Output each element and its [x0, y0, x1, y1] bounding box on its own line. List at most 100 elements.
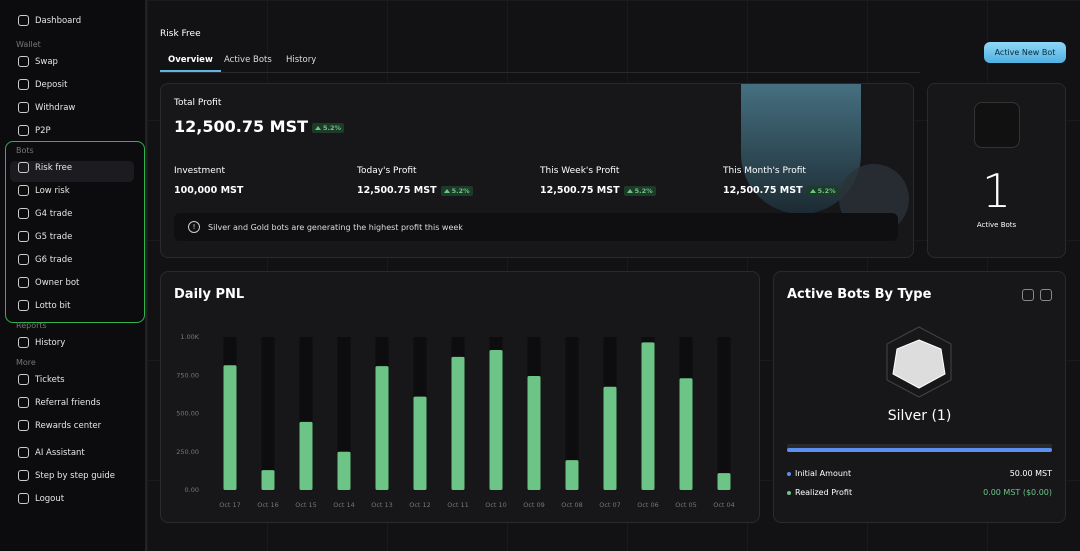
x-tick-label: Oct 06	[637, 501, 659, 509]
x-tick-label: Oct 15	[295, 501, 317, 509]
nav-item[interactable]: Referral friends	[18, 397, 100, 408]
nav-icon	[18, 493, 29, 504]
x-tick-label: Oct 12	[409, 501, 431, 509]
change-badge: 5.2%	[440, 185, 473, 196]
value: 12,500.75 MST	[723, 185, 803, 196]
bar	[299, 421, 313, 490]
section-title: More	[16, 358, 36, 367]
bot-icon	[974, 102, 1020, 148]
nav-label: Swap	[35, 56, 58, 67]
nav-item[interactable]: Swap	[18, 56, 58, 67]
label: Initial Amount	[795, 469, 852, 478]
stat: Today's Profit 12,500.75 MST 5.2%	[357, 166, 473, 196]
nav-item[interactable]: AI Assistant	[18, 447, 85, 458]
value: 12,500.75 MST	[357, 185, 437, 196]
tab[interactable]: Overview	[160, 50, 221, 72]
x-tick-label: Oct 04	[713, 501, 735, 509]
stat-value: 100,000 MST	[174, 185, 243, 196]
nav-label: History	[35, 337, 66, 348]
bar	[527, 376, 541, 490]
bar	[679, 378, 693, 490]
stat-value: 12,500.75 MST 5.2%	[723, 185, 839, 196]
radar-shape	[892, 339, 946, 389]
row-value: 0.00 MST ($0.00)	[983, 488, 1052, 497]
bar-track	[717, 337, 731, 490]
value: 12,500.75 MST	[540, 185, 620, 196]
nav-icon	[18, 420, 29, 431]
info-icon: !	[188, 221, 200, 233]
nav-icon	[18, 277, 29, 288]
x-tick-label: Oct 10	[485, 501, 507, 509]
dot	[787, 471, 791, 476]
x-tick-label: Oct 16	[257, 501, 279, 509]
stat-label: This Week's Profit	[540, 166, 620, 176]
total-profit-label: Total Profit	[174, 98, 222, 108]
nav-icon	[18, 125, 29, 136]
nav-item[interactable]: Dashboard	[18, 15, 81, 26]
tab[interactable]: Active Bots	[224, 55, 272, 65]
nav-icon	[18, 79, 29, 90]
bar-track	[261, 337, 275, 490]
change-badge: 5.2%	[806, 185, 839, 196]
nav-item[interactable]: Deposit	[18, 79, 68, 90]
nav-icon	[18, 15, 29, 26]
nav-item[interactable]: P2P	[18, 125, 51, 136]
progress-fill	[787, 448, 1052, 452]
nav-label: P2P	[35, 125, 51, 136]
nav-icon	[18, 300, 29, 311]
x-tick-label: Oct 14	[333, 501, 355, 509]
nav-icon	[18, 470, 29, 481]
nav-item[interactable]: Owner bot	[18, 277, 79, 288]
prev-button[interactable]	[1022, 289, 1034, 301]
row-label: Initial Amount	[787, 469, 851, 478]
x-tick-label: Oct 17	[219, 501, 241, 509]
y-tick-label: 0.00	[185, 486, 199, 494]
nav-item[interactable]: Logout	[18, 493, 64, 504]
nav-icon	[18, 337, 29, 348]
nav-icon	[18, 208, 29, 219]
stat-label: Today's Profit	[357, 166, 417, 176]
nav-item[interactable]: Tickets	[18, 374, 65, 385]
nav-label: G4 trade	[35, 208, 73, 219]
next-button[interactable]	[1040, 289, 1052, 301]
nav-item[interactable]: G4 trade	[18, 208, 72, 219]
bar	[565, 460, 579, 490]
nav-item[interactable]: G6 trade	[18, 254, 72, 265]
row-value: 50.00 MST	[1009, 469, 1052, 478]
nav-item[interactable]: Rewards center	[18, 420, 101, 431]
nav-item[interactable]: Risk free	[18, 162, 72, 173]
active-item-bg	[10, 161, 134, 182]
total-profit-value: 12,500.75 MST 5.2%	[174, 117, 345, 136]
main: Risk Free Overview Active Bots History Act…	[147, 0, 1080, 551]
nav-item[interactable]: G5 trade	[18, 231, 72, 242]
nav-label: Tickets	[35, 374, 65, 385]
nav-item[interactable]: Withdraw	[18, 102, 75, 113]
tab[interactable]: History	[286, 55, 317, 65]
info-row: Initial Amount 50.00 MST	[787, 469, 1052, 478]
nav-item[interactable]: Lotto bit	[18, 300, 70, 311]
dot	[787, 490, 791, 495]
nav-label: G6 trade	[35, 254, 73, 265]
nav-item[interactable]: Step by step guide	[18, 470, 115, 481]
active-bots-count: 1	[981, 164, 1012, 218]
nav-label: Withdraw	[35, 102, 76, 113]
nav-label: Step by step guide	[35, 470, 116, 481]
bar	[603, 386, 617, 490]
tabs: Overview Active Bots History	[160, 50, 920, 73]
stat: This Month's Profit 12,500.75 MST 5.2%	[723, 166, 839, 196]
stat: This Week's Profit 12,500.75 MST 5.2%	[540, 166, 656, 196]
stat-label: Investment	[174, 166, 225, 176]
stat-value: 12,500.75 MST 5.2%	[357, 185, 473, 196]
highlight-box	[5, 141, 145, 323]
value: 100,000 MST	[174, 185, 244, 196]
new-bot-button[interactable]: Active New Bot	[984, 42, 1066, 63]
nav-label: Logout	[35, 493, 65, 504]
bar	[717, 473, 731, 490]
nav-icon	[18, 447, 29, 458]
nav-item[interactable]: History	[18, 337, 65, 348]
x-tick-label: Oct 13	[371, 501, 393, 509]
nav-item[interactable]: Low risk	[18, 185, 70, 196]
profit-card: Total Profit 12,500.75 MST 5.2% ! Silver a…	[160, 83, 914, 258]
change-badge: 5.2%	[312, 122, 345, 133]
